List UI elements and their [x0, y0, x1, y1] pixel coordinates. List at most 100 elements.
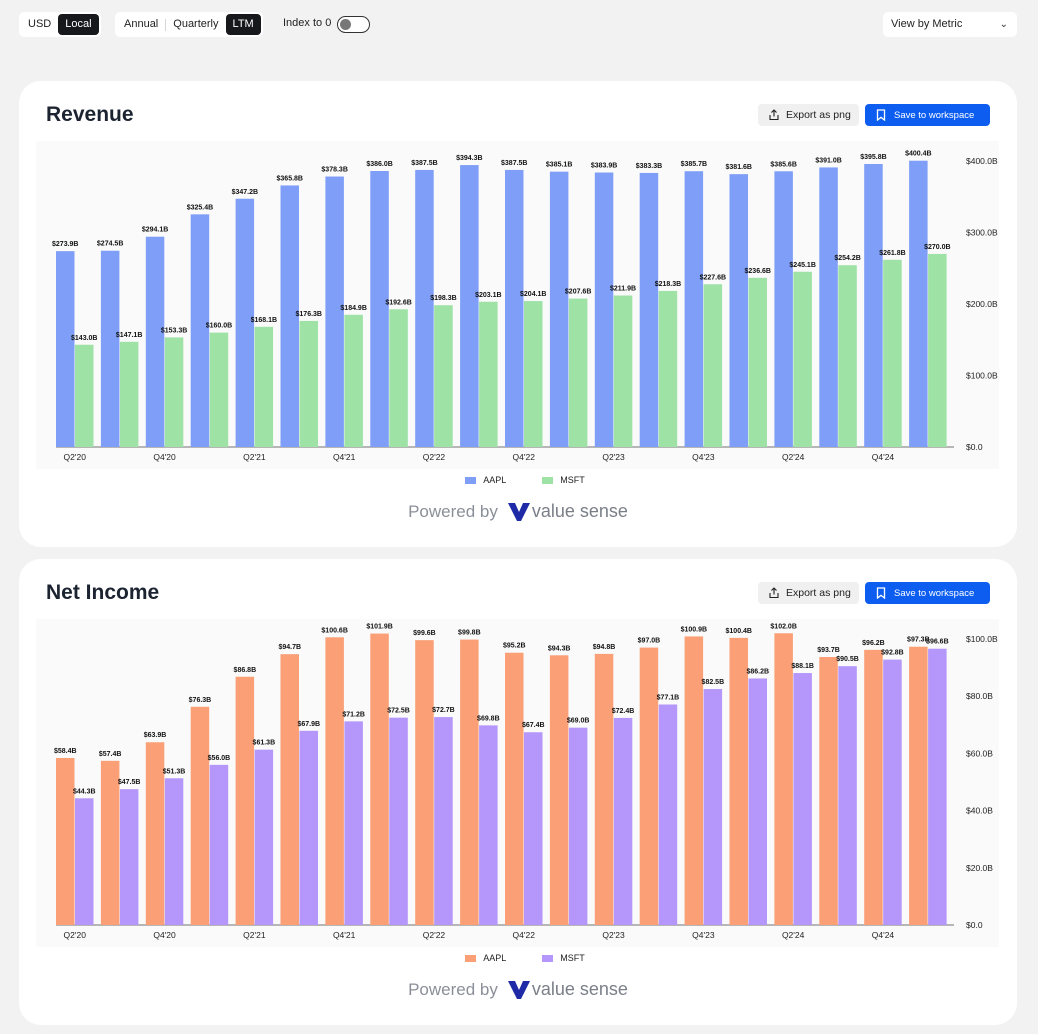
value-sense-logo: value sense — [507, 501, 628, 522]
data-label: $88.1B — [791, 663, 814, 670]
bar-msft — [119, 341, 139, 447]
data-label: $347.2B — [232, 189, 258, 196]
y-tick-label: $100.0B — [966, 371, 998, 381]
data-label: $385.6B — [770, 161, 796, 168]
y-tick-label: $0.0 — [966, 920, 983, 930]
data-label: $99.6B — [413, 630, 436, 637]
y-tick-label: $60.0B — [966, 748, 993, 758]
period-option-ltm[interactable]: LTM — [225, 14, 261, 35]
period-option-quarterly[interactable]: Quarterly — [173, 18, 219, 30]
bar-msft — [75, 344, 94, 447]
data-label: $365.8B — [277, 175, 303, 182]
bar-aapl — [864, 649, 883, 925]
bar-aapl — [594, 172, 614, 447]
data-label: $383.3B — [636, 163, 662, 170]
data-label: $94.7B — [278, 644, 301, 651]
data-label: $400.4B — [905, 151, 931, 158]
x-tick-label: Q2'22 — [423, 930, 446, 940]
value-sense-logo-icon — [507, 980, 530, 999]
bar-msft — [479, 301, 498, 447]
data-label: $153.3B — [161, 327, 187, 334]
revenue-chart-svg: $0.0 $100.0B $200.0B $300.0B $400.0B $273.9B $… — [52, 151, 998, 462]
bar-msft — [119, 789, 139, 925]
chart-title: Revenue — [46, 103, 134, 126]
data-label: $147.1B — [116, 332, 142, 339]
bar-aapl — [909, 160, 928, 448]
data-label: $270.0B — [924, 244, 950, 251]
chart-legend: AAPL MSFT — [19, 953, 1017, 963]
legend-label: AAPL — [483, 953, 507, 963]
export-png-button[interactable]: Export as png — [758, 582, 859, 604]
x-tick-label: Q4'24 — [872, 930, 895, 940]
save-workspace-button[interactable]: Save to workspace — [865, 104, 990, 126]
legend-swatch — [542, 476, 554, 484]
bar-aapl — [729, 637, 748, 925]
bar-aapl — [505, 652, 524, 925]
data-label: $69.8B — [477, 715, 500, 722]
powered-by-text: Powered by — [408, 979, 498, 999]
data-label: $72.4B — [612, 708, 635, 715]
powered-by: Powered by value sense — [19, 979, 1017, 1000]
bar-aapl — [280, 654, 299, 925]
y-tick-label: $20.0B — [966, 863, 993, 873]
bar-msft — [613, 295, 633, 447]
legend-item[interactable]: MSFT — [542, 953, 585, 963]
export-png-button[interactable]: Export as png — [758, 104, 859, 126]
divider — [165, 18, 167, 31]
data-label: $100.9B — [681, 626, 707, 633]
data-label: $97.0B — [638, 638, 661, 645]
bar-msft — [389, 309, 408, 447]
bar-aapl — [909, 646, 928, 925]
data-label: $254.2B — [834, 255, 860, 262]
currency-toggle: USD Local — [19, 12, 101, 37]
bar-aapl — [460, 639, 479, 925]
legend-item[interactable]: MSFT — [542, 475, 585, 485]
save-label: Save to workspace — [894, 109, 975, 121]
save-workspace-button[interactable]: Save to workspace — [865, 582, 990, 604]
legend-label: MSFT — [560, 475, 585, 485]
chevron-down-icon: ⌄ — [999, 19, 1008, 30]
index-to-zero-switch[interactable] — [337, 16, 370, 33]
legend-item[interactable]: AAPL — [465, 953, 506, 963]
x-tick-label: Q4'21 — [333, 452, 356, 462]
data-label: $198.3B — [430, 295, 456, 302]
currency-option-local[interactable]: Local — [58, 14, 99, 35]
currency-option-usd[interactable]: USD — [28, 18, 52, 30]
share-icon — [769, 587, 779, 599]
bar-msft — [209, 332, 229, 447]
x-tick-label: Q2'21 — [243, 452, 266, 462]
x-tick-label: Q4'21 — [333, 930, 356, 940]
data-label: $387.5B — [501, 160, 527, 167]
bar-aapl — [864, 164, 883, 448]
bar-msft — [703, 284, 723, 447]
bar-msft — [389, 717, 408, 925]
bar-aapl — [190, 214, 210, 447]
data-label: $82.5B — [702, 679, 725, 686]
view-by-select[interactable]: View by Metric ⌄ — [883, 12, 1017, 37]
data-label: $218.3B — [655, 281, 681, 288]
data-label: $160.0B — [206, 323, 232, 330]
data-label: $273.9B — [52, 241, 78, 248]
period-toggle: Annual Quarterly LTM — [115, 12, 263, 37]
export-label: Export as png — [786, 109, 851, 121]
x-tick-label: Q2'20 — [64, 452, 87, 462]
data-label: $51.3B — [163, 768, 186, 775]
powered-by-text: Powered by — [408, 501, 498, 521]
legend-item[interactable]: AAPL — [465, 475, 506, 485]
data-label: $381.6B — [726, 164, 752, 171]
bar-aapl — [190, 706, 210, 925]
data-label: $168.1B — [251, 317, 277, 324]
data-label: $96.6B — [926, 639, 949, 646]
bar-aapl — [549, 655, 569, 925]
data-label: $102.0B — [770, 623, 796, 630]
data-label: $94.3B — [548, 645, 571, 652]
data-label: $245.1B — [789, 262, 815, 269]
data-label: $385.1B — [546, 162, 572, 169]
chart-legend: AAPL MSFT — [19, 475, 1017, 485]
bar-msft — [254, 326, 274, 447]
bar-aapl — [774, 171, 793, 447]
x-tick-label: Q2'23 — [602, 930, 625, 940]
y-tick-label: $0.0 — [966, 442, 983, 452]
period-option-annual[interactable]: Annual — [124, 18, 159, 30]
data-label: $94.8B — [593, 644, 616, 651]
